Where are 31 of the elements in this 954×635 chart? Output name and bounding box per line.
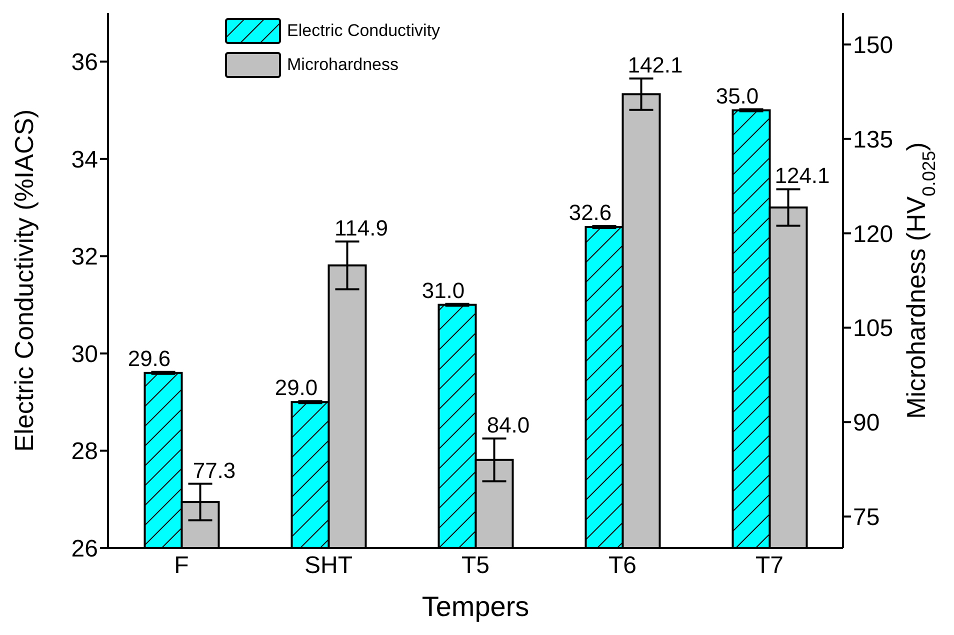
data-label: 31.0 — [422, 278, 465, 303]
data-label: 32.6 — [568, 200, 612, 226]
y-tick-label: 36 — [71, 49, 98, 76]
x-tick-label: F — [174, 552, 189, 580]
y-tick-label: 34 — [71, 146, 98, 174]
y2-tick-label: 75 — [853, 504, 880, 532]
y-tick-label: 28 — [71, 438, 98, 466]
y2-tick-label: 120 — [853, 220, 894, 248]
x-axis-title: Tempers — [422, 591, 530, 622]
y-tick-label: 32 — [71, 244, 98, 271]
y2-tick-label: 90 — [853, 410, 880, 437]
data-label: 29.0 — [274, 375, 318, 400]
data-label: 124.1 — [774, 163, 830, 188]
x-tick-label: T7 — [755, 552, 784, 580]
y2-tick-label: 105 — [853, 315, 894, 342]
data-label: 84.0 — [486, 412, 530, 438]
y-tick-label: 26 — [71, 536, 98, 563]
y-axis-title: Electric Conductivity (%IACS) — [9, 109, 39, 452]
x-tick-label: T5 — [461, 552, 490, 580]
data-label: 114.9 — [334, 215, 388, 240]
y2-tick-label: 150 — [853, 32, 894, 59]
y2-tick-label: 135 — [853, 126, 894, 154]
legend-label: Electric Conductivity — [287, 21, 440, 41]
data-label: 77.3 — [192, 458, 236, 483]
x-tick-label: SHT — [304, 552, 353, 580]
data-label: 29.6 — [128, 346, 171, 371]
legend-label: Microhardness — [287, 55, 398, 75]
x-tick-label: T6 — [608, 552, 637, 580]
y-tick-label: 30 — [71, 340, 98, 368]
data-label: 142.1 — [628, 52, 683, 78]
data-label: 35.0 — [716, 83, 759, 108]
